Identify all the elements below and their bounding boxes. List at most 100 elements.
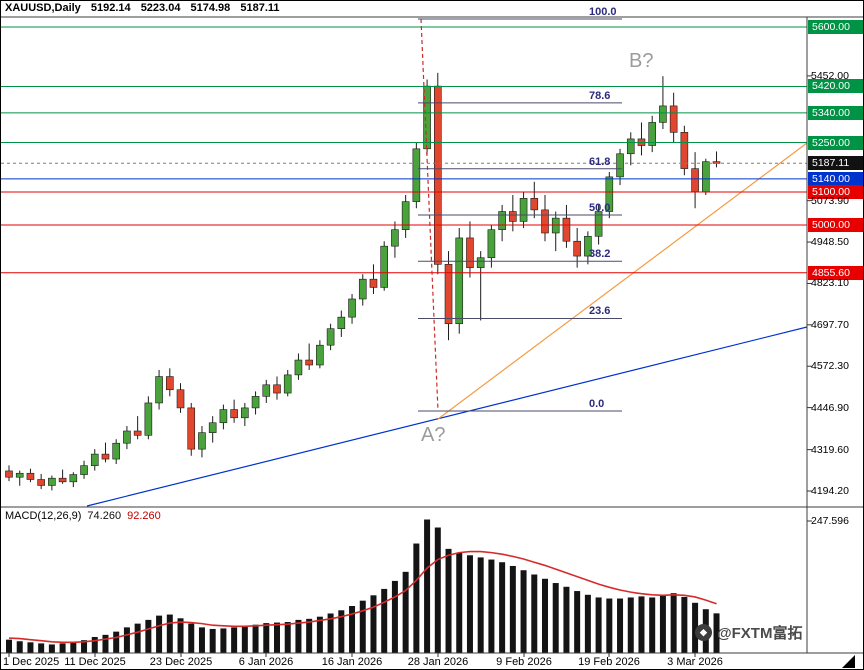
- bull-candle: [155, 376, 163, 404]
- bull-candle: [476, 257, 485, 268]
- bull-candle: [15, 472, 24, 478]
- bull-candle: [48, 477, 56, 486]
- bull-candle: [423, 85, 431, 150]
- price-level-badge: 5340.00: [808, 105, 863, 120]
- bull-candle: [498, 211, 506, 230]
- macd-bar: [6, 639, 12, 653]
- macd-bar: [531, 574, 538, 653]
- watermark: ◆ @FXTM富拓: [695, 622, 802, 643]
- ohlc-close: 5187.11: [240, 2, 280, 14]
- bull-candle: [316, 344, 324, 366]
- bear-candle: [541, 209, 549, 234]
- macd-bar: [295, 619, 302, 653]
- wave-b-label: B?: [629, 50, 654, 72]
- bear-candle: [573, 240, 581, 257]
- price-scale-label: 4446.90: [811, 401, 849, 414]
- macd-bar: [606, 598, 613, 653]
- macd-bar: [627, 597, 634, 653]
- macd-bar: [188, 623, 195, 653]
- fib-level-label: 78.6: [589, 89, 611, 102]
- bull-candle: [701, 161, 710, 193]
- bull-candle: [401, 201, 410, 230]
- macd-bar: [113, 631, 120, 653]
- macd-bar: [316, 616, 323, 653]
- bull-candle: [69, 474, 78, 483]
- macd-bar: [27, 642, 34, 653]
- bull-candle: [594, 211, 603, 237]
- bear-candle: [101, 453, 110, 460]
- bull-candle: [283, 374, 292, 394]
- macd-bar: [241, 626, 248, 653]
- macd-signal-line: [8, 550, 717, 644]
- fib-level-label: 23.6: [589, 305, 611, 318]
- chart-title-bar: XAUUSD,Daily 5192.14 5223.04 5174.98 518…: [1, 1, 863, 18]
- date-label: 19 Feb 2026: [578, 656, 640, 668]
- date-label: 28 Jan 2026: [407, 656, 469, 668]
- macd-bar: [381, 588, 388, 653]
- macd-bar: [477, 557, 484, 653]
- macd-bar: [434, 527, 441, 653]
- macd-bar: [670, 593, 677, 653]
- macd-bar: [563, 586, 570, 653]
- macd-bar: [209, 628, 216, 653]
- bull-candle: [348, 298, 356, 318]
- macd-bar: [220, 628, 227, 653]
- date-label: 1 Dec 2025: [3, 656, 60, 668]
- bear-candle: [369, 278, 378, 288]
- bull-candle: [487, 229, 496, 259]
- macd-bar: [638, 596, 645, 653]
- ohlc-low: 5174.98: [190, 2, 231, 14]
- price-scale-label: 5452.00: [811, 69, 849, 82]
- macd-bar: [659, 595, 666, 653]
- bull-candle: [294, 359, 303, 376]
- symbol-period: XAUUSD,Daily: [5, 2, 81, 14]
- macd-bar: [123, 627, 130, 653]
- bear-candle: [562, 217, 571, 242]
- bull-candle: [337, 316, 346, 329]
- bull-candle: [251, 396, 260, 409]
- macd-bar: [466, 555, 473, 653]
- date-label: 6 Jan 2026: [238, 656, 294, 668]
- macd-main-value: 74.260: [87, 510, 122, 522]
- bear-candle: [530, 198, 539, 211]
- macd-bar: [263, 623, 270, 653]
- macd-bar: [402, 571, 409, 653]
- bear-candle: [230, 409, 238, 419]
- bull-candle: [358, 278, 367, 300]
- macd-bar: [509, 565, 516, 653]
- macd-bar: [584, 594, 591, 653]
- bull-candle: [412, 148, 421, 202]
- bull-candle: [455, 237, 464, 325]
- macd-indicator-label: MACD(12,26,9) 74.260 92.260: [5, 510, 161, 522]
- price-level-badge: 5100.00: [808, 185, 863, 200]
- macd-bar: [102, 634, 109, 653]
- macd-bar: [134, 623, 141, 653]
- macd-bar: [649, 597, 656, 653]
- macd-signal-value: 92.260: [127, 510, 161, 522]
- macd-bar: [391, 580, 398, 653]
- fib-level-label: 100.0: [589, 6, 617, 18]
- bull-candle: [584, 235, 592, 257]
- macd-bar: [198, 627, 205, 653]
- price-scale-label: 4948.50: [811, 236, 849, 249]
- bear-candle: [37, 479, 45, 486]
- bear-candle: [509, 211, 517, 222]
- macd-bar: [70, 642, 77, 653]
- bull-candle: [380, 245, 389, 288]
- date-label: 3 Mar 2026: [667, 656, 723, 668]
- bear-candle: [273, 384, 281, 394]
- macd-bar: [284, 622, 291, 653]
- macd-name: MACD(12,26,9): [5, 510, 82, 522]
- macd-bar: [156, 615, 163, 653]
- macd-bar: [359, 600, 366, 653]
- price-level-badge: 5250.00: [808, 135, 863, 150]
- bull-candle: [241, 407, 249, 419]
- bull-candle: [198, 432, 206, 450]
- price-level-badge: 5420.00: [808, 79, 863, 94]
- bull-candle: [616, 153, 624, 178]
- bull-candle: [391, 229, 399, 247]
- bull-candle: [219, 409, 228, 424]
- bear-candle: [305, 359, 313, 366]
- macd-bar: [48, 644, 55, 653]
